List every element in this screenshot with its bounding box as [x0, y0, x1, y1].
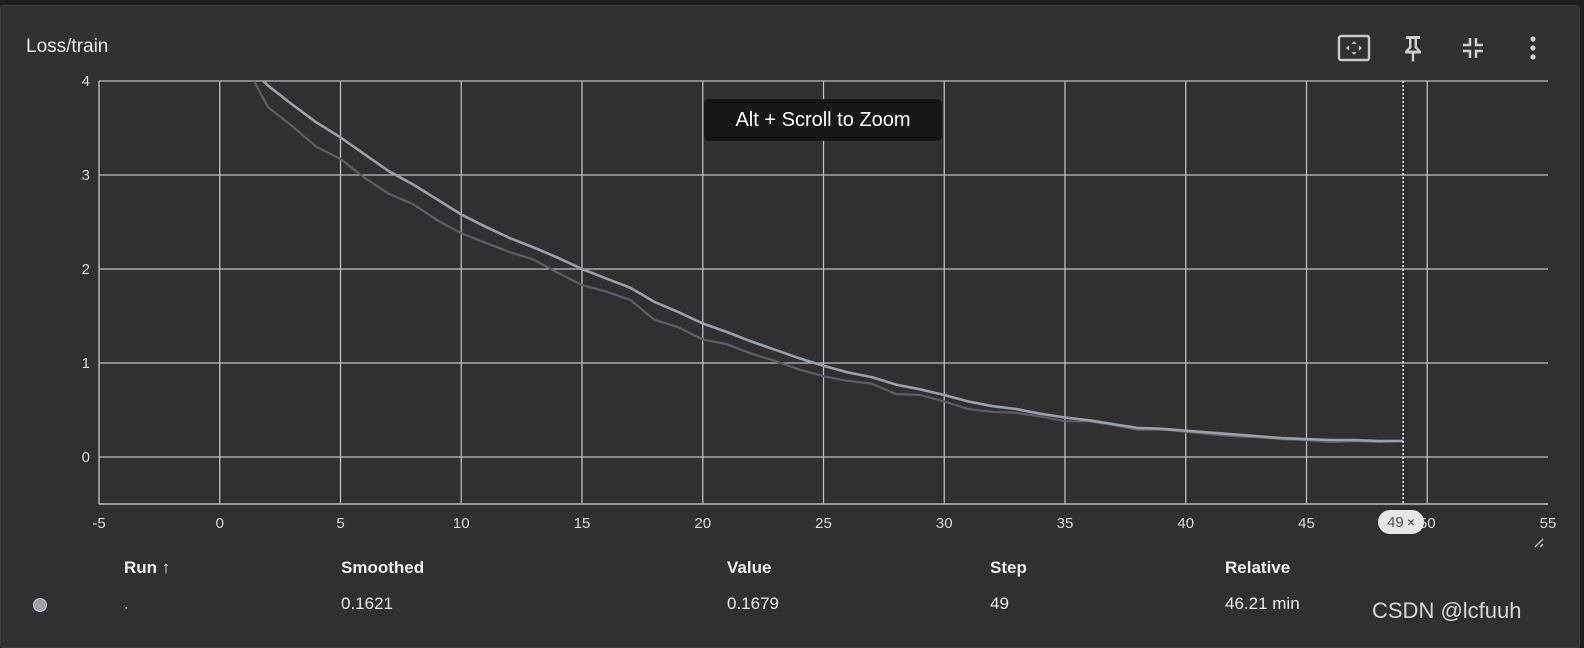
- run-color-dot: [33, 598, 47, 612]
- x-tick-label: 30: [936, 515, 953, 532]
- more-options-button[interactable]: [1513, 28, 1553, 68]
- step-value: 49: [990, 594, 1009, 613]
- run-name: .: [124, 594, 129, 613]
- x-tick-label: 40: [1177, 515, 1194, 532]
- x-tick-label: 25: [815, 515, 832, 532]
- close-icon[interactable]: ×: [1406, 514, 1415, 530]
- x-tick-label: 0: [216, 515, 224, 532]
- more-vertical-icon: [1530, 36, 1536, 60]
- x-tick-label: 20: [694, 515, 711, 532]
- step-chip[interactable]: 49 ×: [1378, 510, 1424, 534]
- y-tick-label: 4: [82, 76, 90, 90]
- smoothed-value: 0.1621: [341, 594, 393, 613]
- y-tick-label: 2: [82, 261, 90, 278]
- watermark: CSDN @lcfuuh: [1372, 598, 1522, 623]
- smoothed-column-header[interactable]: Smoothed: [341, 558, 425, 577]
- x-tick-label: 35: [1057, 515, 1074, 532]
- pin-icon: [1405, 36, 1421, 62]
- fit-to-data-icon: [1337, 34, 1371, 62]
- resize-handle-icon[interactable]: [1532, 536, 1546, 550]
- scalar-card: Loss/train -5 0 5 1: [0, 5, 1580, 648]
- zoom-hint-tooltip: Alt + Scroll to Zoom: [704, 99, 942, 141]
- raw-value: 0.1679: [727, 594, 779, 613]
- fit-to-data-button[interactable]: [1334, 28, 1374, 68]
- run-column-header[interactable]: Run ↑: [124, 558, 171, 577]
- x-tick-label: -5: [92, 515, 105, 532]
- pin-button[interactable]: [1393, 28, 1433, 68]
- x-tick-label: 10: [453, 515, 470, 532]
- collapse-icon: [1463, 38, 1483, 58]
- card-title: Loss/train: [26, 36, 109, 57]
- y-tick-label: 3: [82, 167, 90, 184]
- y-tick-label: 0: [82, 449, 90, 466]
- relative-column-header[interactable]: Relative: [1225, 558, 1291, 577]
- raw-series-line: [252, 81, 1404, 444]
- x-tick-label: 45: [1298, 515, 1315, 532]
- smoothed-series-line: [261, 81, 1404, 443]
- step-column-header[interactable]: Step: [990, 558, 1027, 577]
- x-tick-label: 5: [336, 515, 344, 532]
- step-chip-label: 49: [1387, 513, 1404, 531]
- collapse-button[interactable]: [1453, 28, 1493, 68]
- x-tick-label: 15: [574, 515, 591, 532]
- x-tick-label: 55: [1540, 515, 1557, 532]
- value-column-header[interactable]: Value: [727, 558, 772, 577]
- y-tick-label: 1: [82, 355, 90, 372]
- relative-time: 46.21 min: [1225, 594, 1300, 613]
